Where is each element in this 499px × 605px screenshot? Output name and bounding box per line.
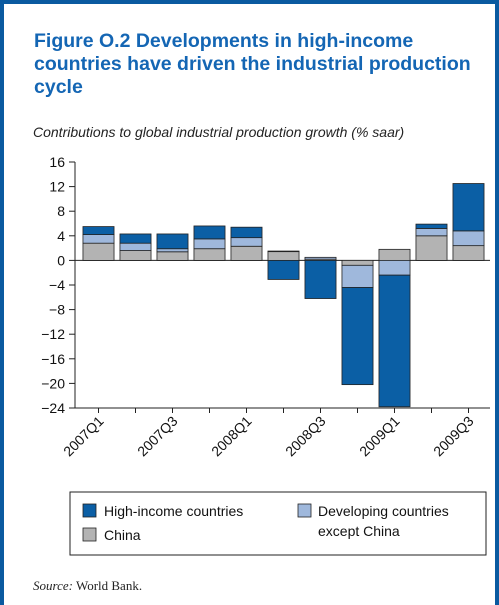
- y-tick-label: 0: [57, 252, 65, 268]
- bar-segment-developing: [452, 230, 485, 247]
- x-tick-labels: 2007Q1 2007Q3 2008Q1 2008Q3 2009Q1 2009Q3: [60, 408, 477, 459]
- y-tick-label: −8: [49, 302, 65, 318]
- legend-label-developing-line2: except China: [318, 523, 400, 539]
- bar-segment-high-income: [156, 233, 189, 250]
- legend-label-china: China: [104, 527, 141, 543]
- x-tick-label: 2009Q1: [356, 413, 403, 460]
- bar-segment-china: [267, 250, 300, 261]
- bar-segment-high-income: [415, 223, 448, 229]
- bar-segment-developing: [304, 256, 337, 260]
- legend-label-high-income: High-income countries: [104, 503, 243, 519]
- bar-segment-high-income: [267, 259, 300, 280]
- legend: High-income countries Developing countri…: [69, 491, 487, 556]
- bar-segment-china: [452, 245, 485, 261]
- bar-segment-china: [415, 235, 448, 261]
- source-text: World Bank.: [75, 578, 143, 593]
- y-tick-label: −4: [49, 277, 65, 293]
- legend-box: [69, 491, 487, 556]
- bar-segment-china: [156, 251, 189, 261]
- y-tick-label: 8: [57, 203, 65, 219]
- legend-swatch-developing: [297, 503, 312, 518]
- y-tick-label: −24: [41, 400, 65, 416]
- y-tick-label: −20: [41, 375, 65, 391]
- bar-segment-high-income: [193, 225, 226, 240]
- source-label: Source:: [33, 578, 73, 593]
- bar-segment-china: [119, 250, 152, 261]
- legend-swatch-china: [82, 527, 97, 542]
- bar-segment-developing: [156, 248, 189, 253]
- x-tick-label: 2007Q3: [134, 413, 181, 460]
- chart-canvas: 16 12 8 4 0 −4 −8 −12 −16 −20 −24 2007Q1 2007Q3 2008…: [41, 154, 490, 556]
- bar-segment-high-income: [304, 259, 337, 299]
- bar-segment-developing: [378, 259, 411, 276]
- x-tick-label: 2007Q1: [60, 413, 107, 460]
- bar-segment-developing: [230, 237, 263, 247]
- y-tick-label: 16: [49, 154, 65, 170]
- axis-layer: 16 12 8 4 0 −4 −8 −12 −16 −20 −24: [41, 154, 490, 416]
- legend-swatch-high-income: [82, 503, 97, 518]
- bar-segment-china: [230, 245, 263, 261]
- y-tick-label: −16: [41, 351, 65, 367]
- bar-segment-developing: [82, 234, 115, 244]
- source-note: Source: World Bank.: [33, 578, 142, 594]
- bar-segment-high-income: [378, 274, 411, 408]
- bar-segment-china: [82, 242, 115, 261]
- x-tick-label: 2009Q3: [430, 413, 477, 460]
- bar-segment-developing: [415, 228, 448, 237]
- bar-segment-china: [193, 248, 226, 261]
- bar-segment-developing: [193, 238, 226, 250]
- bar-segment-high-income: [82, 226, 115, 235]
- bar-segment-china: [341, 259, 374, 266]
- legend-label-developing: Developing countries except China: [318, 503, 453, 539]
- bar-segment-china: [378, 248, 411, 261]
- y-tick-label: 12: [49, 179, 65, 195]
- x-tick-label: 2008Q3: [282, 413, 329, 460]
- y-tick-label: 4: [57, 228, 65, 244]
- chart-subtitle: Contributions to global industrial produ…: [33, 124, 405, 140]
- bar-segment-developing: [119, 242, 152, 251]
- x-tick-label: 2008Q1: [208, 413, 255, 460]
- figure-title: Figure O.2 Developments in high-income c…: [34, 30, 471, 98]
- y-tick-label: −12: [41, 326, 65, 342]
- bar-segment-high-income: [119, 233, 152, 244]
- bar-segment-developing: [341, 264, 374, 288]
- legend-label-developing-line1: Developing countries: [318, 503, 449, 519]
- bar-segment-high-income: [452, 183, 485, 232]
- bar-segment-high-income: [230, 226, 263, 239]
- bar-segment-developing: [267, 250, 300, 253]
- bar-segment-high-income: [341, 287, 374, 386]
- bars-layer: [82, 183, 485, 408]
